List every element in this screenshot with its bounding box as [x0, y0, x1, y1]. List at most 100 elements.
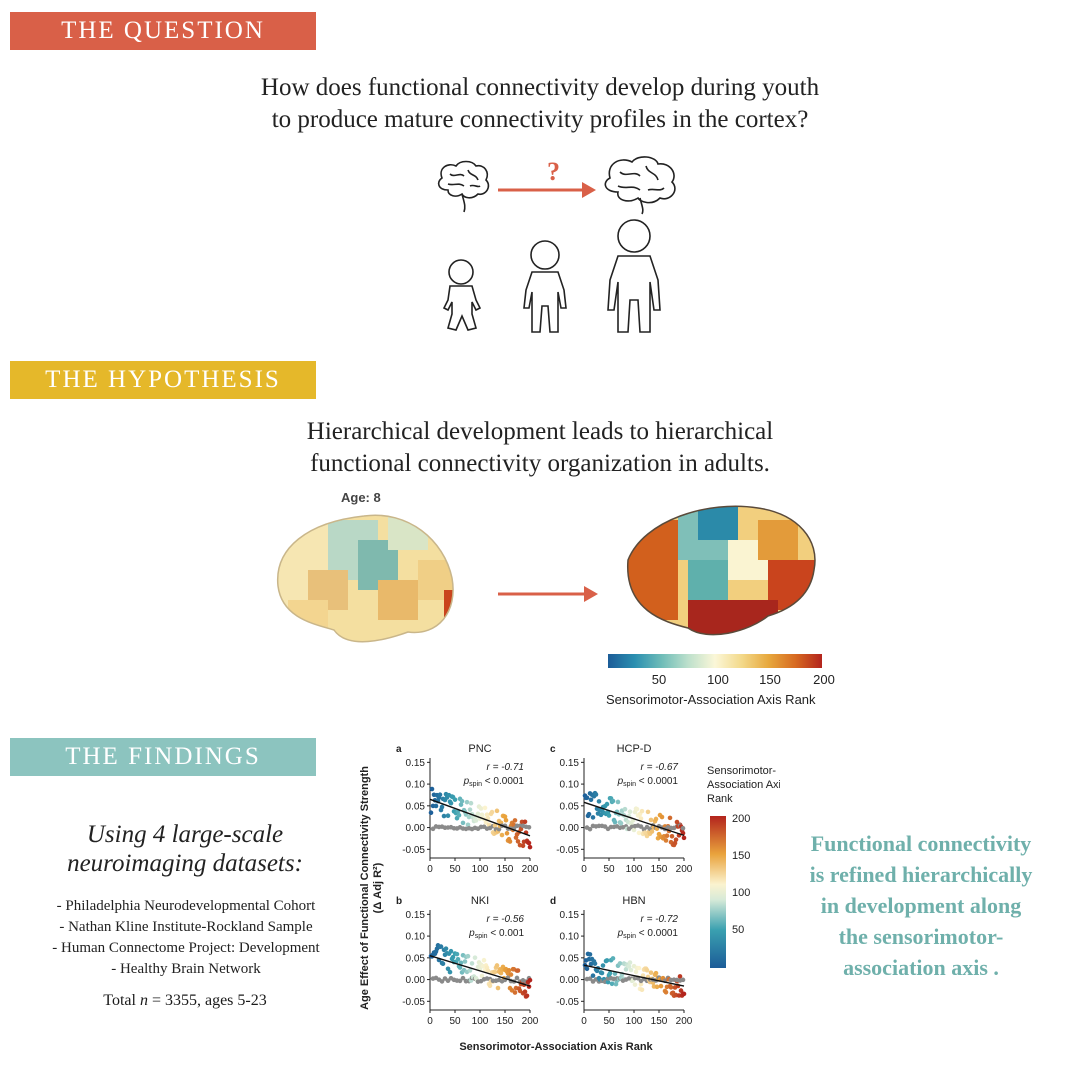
scatter-point: [433, 803, 439, 809]
scatter-point: [636, 965, 642, 971]
scatter-point: [638, 981, 644, 987]
scatter-point: [504, 830, 510, 836]
scatter-point: [494, 808, 500, 814]
scatter-point: [663, 989, 669, 995]
scatter-point: [674, 819, 680, 825]
scatter-point: [492, 823, 498, 828]
scatter-point: [587, 976, 593, 981]
scatter-point: [612, 819, 618, 825]
datasets-title-line-2: neuroimaging datasets:: [67, 850, 303, 877]
scatter-point: [634, 806, 640, 812]
conclusion-line-2: is refined hierarchically: [809, 862, 1033, 887]
scatter-point: [615, 799, 621, 805]
conclusion-line-1: Functional connectivity: [810, 831, 1032, 856]
panel-title: HBN: [622, 895, 645, 907]
scatter-point: [441, 813, 447, 819]
scatter-point: [584, 795, 590, 801]
question-mark: ?: [547, 157, 560, 186]
fit-line: [583, 964, 685, 987]
y-tick-label: 0.15: [406, 910, 426, 921]
scatter-point: [609, 981, 615, 987]
scatter-point: [466, 814, 472, 820]
scatter-point: [600, 963, 606, 968]
scatter-point: [467, 807, 473, 812]
scatter-point: [458, 960, 464, 966]
scatter-point: [668, 985, 674, 990]
scatter-panel: a PNC 0.15 0.10 0.05 0.00 -0.050 50 100 150 200 r =…: [396, 743, 539, 875]
stat-p-value: < 0.001: [488, 928, 525, 939]
scatter-point: [508, 972, 514, 977]
scatter-point: [469, 961, 475, 966]
scatter-point: [459, 798, 465, 804]
dataset-item: - Healthy Brain Network: [111, 961, 261, 977]
scatter-point: [495, 985, 501, 991]
stat-p: pspin < 0.001: [468, 928, 524, 940]
y-tick-label: -0.05: [556, 997, 579, 1008]
panel-letter: d: [550, 896, 556, 907]
question-banner-label: THE QUESTION: [61, 17, 265, 44]
x-tick-label: 0: [581, 864, 587, 875]
scatter-panel: b NKI 0.15 0.10 0.05 0.00 -0.050 50 100 150 200 r =…: [396, 895, 539, 1027]
chart-legend: Sensorimotor- Association Axis Rank 200 …: [707, 765, 780, 968]
scatter-point: [649, 829, 655, 834]
colorbar-title: Sensorimotor-Association Axis Rank: [606, 692, 816, 707]
scatter-point: [626, 964, 632, 969]
scatter-point: [458, 802, 464, 807]
y-tick-label: 0.05: [406, 953, 426, 964]
scatter-point: [475, 811, 481, 817]
scatter-point: [590, 815, 596, 820]
findings-banner-label: THE FINDINGS: [65, 743, 261, 770]
stat-p-symbol: p: [617, 928, 624, 939]
scatter-point: [663, 838, 669, 843]
question-line-1: How does functional connectivity develop…: [260, 74, 820, 101]
scatter-point: [653, 816, 659, 822]
stat-r: r = -0.71: [486, 762, 524, 773]
findings-banner: THE FINDINGS: [10, 738, 316, 776]
legend-tick: 200: [732, 813, 750, 825]
y-tick-label: 0.15: [560, 758, 580, 769]
scatter-point: [482, 805, 488, 811]
total-n: n: [139, 992, 148, 1009]
legend-tick: 100: [732, 887, 750, 899]
scatter-point: [502, 814, 508, 819]
y-tick-label: 0.00: [406, 823, 426, 834]
scatter-point: [588, 961, 594, 967]
stat-p: pspin < 0.0001: [617, 928, 679, 940]
young-brain-map: [277, 515, 454, 642]
large-brain-icon: [604, 156, 676, 215]
dataset-item: - Philadelphia Neurodevelopmental Cohort: [56, 898, 316, 914]
scatter-point: [499, 832, 505, 838]
x-tick-label: 100: [626, 864, 643, 875]
y-tick-label: 0.05: [406, 801, 426, 812]
sample-total: Total n = 3355, ages 5-23: [30, 992, 340, 1010]
scatter-point: [494, 963, 500, 968]
scatter-point: [644, 967, 650, 973]
scatter-point: [632, 982, 638, 987]
legend-tick: 150: [732, 850, 750, 862]
y-tick-label: 0.00: [406, 975, 426, 986]
scatter-point: [622, 806, 628, 812]
scatter-point: [515, 839, 521, 844]
scatter-panel: c HCP-D 0.15 0.10 0.05 0.00 -0.050 50 100 150 200 r…: [550, 743, 693, 875]
scatter-point: [479, 973, 485, 979]
scatter-point: [438, 944, 444, 949]
colorbar-tick: 50: [651, 672, 667, 687]
scatter-point: [627, 960, 633, 965]
scatter-point: [478, 806, 484, 811]
develop-arrow: [498, 182, 596, 198]
hypothesis-banner: THE HYPOTHESIS: [10, 361, 316, 399]
scatter-point: [681, 835, 687, 841]
scatter-point: [610, 798, 616, 804]
y-tick-label: 0.15: [560, 910, 580, 921]
scatter-point: [633, 969, 639, 975]
scatter-point: [667, 815, 673, 821]
stat-p: pspin < 0.0001: [463, 776, 525, 788]
y-tick-label: 0.10: [560, 932, 580, 943]
scatter-point: [618, 820, 624, 826]
scatter-point: [677, 974, 683, 979]
scatter-point: [526, 840, 532, 846]
stat-p-symbol: p: [468, 928, 475, 939]
x-tick-label: 50: [449, 864, 461, 875]
scatter-point: [429, 786, 435, 792]
scatter-point: [680, 977, 686, 983]
